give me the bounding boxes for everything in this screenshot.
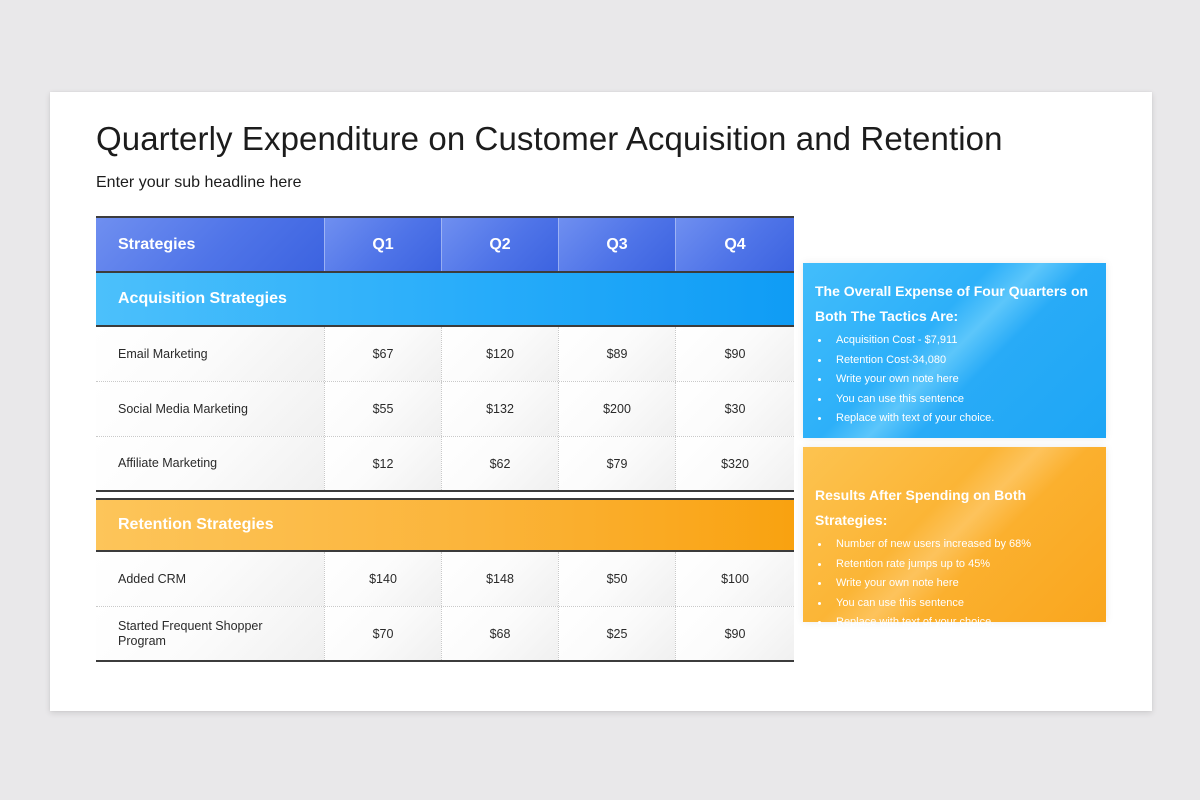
- cell-q2: $132: [442, 382, 559, 436]
- cell-q3: $79: [559, 437, 676, 490]
- table-row: Affiliate Marketing $12 $62 $79 $320: [96, 437, 794, 492]
- header-q2: Q2: [442, 218, 559, 271]
- table-row: Email Marketing $67 $120 $89 $90: [96, 327, 794, 382]
- cell-q3: $25: [559, 607, 676, 660]
- cell-q2: $68: [442, 607, 559, 660]
- cell-q4: $90: [676, 327, 794, 381]
- row-label: Social Media Marketing: [96, 382, 325, 436]
- header-strategies: Strategies: [96, 218, 325, 271]
- overall-expense-box: The Overall Expense of Four Quarters on …: [803, 263, 1106, 438]
- cell-q3: $89: [559, 327, 676, 381]
- overall-expense-list: Acquisition Cost - $7,911 Retention Cost…: [815, 331, 1094, 429]
- cell-q1: $140: [325, 552, 442, 606]
- row-label: Email Marketing: [96, 327, 325, 381]
- list-item: Number of new users increased by 68%: [815, 535, 1094, 555]
- results-list: Number of new users increased by 68% Ret…: [815, 535, 1094, 633]
- results-heading: Results After Spending on Both Strategie…: [815, 487, 1027, 528]
- row-label: Added CRM: [96, 552, 325, 606]
- list-item: Retention Cost-34,080: [815, 351, 1094, 371]
- list-item: You can use this sentence: [815, 594, 1094, 614]
- cell-q2: $62: [442, 437, 559, 490]
- cell-q4: $30: [676, 382, 794, 436]
- overall-expense-heading: The Overall Expense of Four Quarters on …: [815, 283, 1089, 324]
- cell-q2: $120: [442, 327, 559, 381]
- section-retention-strategies: Retention Strategies: [96, 498, 794, 552]
- header-q4: Q4: [676, 218, 794, 271]
- header-q1: Q1: [325, 218, 442, 271]
- slide-subtitle: Enter your sub headline here: [96, 174, 302, 191]
- list-item: You can use this sentence: [815, 390, 1094, 410]
- cell-q2: $148: [442, 552, 559, 606]
- cell-q3: $50: [559, 552, 676, 606]
- table-header-row: Strategies Q1 Q2 Q3 Q4: [96, 216, 794, 273]
- section-acquisition-strategies: Acquisition Strategies: [96, 273, 794, 327]
- expenditure-table: Strategies Q1 Q2 Q3 Q4 Acquisition Strat…: [96, 216, 794, 662]
- list-item: Replace with text of your choice.: [815, 409, 1094, 429]
- results-box: Results After Spending on Both Strategie…: [803, 447, 1106, 628]
- table-row: Added CRM $140 $148 $50 $100: [96, 552, 794, 607]
- list-item: Write your own note here: [815, 370, 1094, 390]
- cell-q4: $90: [676, 607, 794, 660]
- cell-q1: $70: [325, 607, 442, 660]
- cell-q4: $100: [676, 552, 794, 606]
- list-item: Retention rate jumps up to 45%: [815, 555, 1094, 575]
- slide-title: Quarterly Expenditure on Customer Acquis…: [96, 120, 1003, 157]
- row-label: Started Frequent Shopper Program: [96, 607, 325, 660]
- cell-q4: $320: [676, 437, 794, 490]
- table-row: Social Media Marketing $55 $132 $200 $30: [96, 382, 794, 437]
- header-q3: Q3: [559, 218, 676, 271]
- cell-q1: $55: [325, 382, 442, 436]
- list-item: Acquisition Cost - $7,911: [815, 331, 1094, 351]
- cell-q1: $67: [325, 327, 442, 381]
- table-row: Started Frequent Shopper Program $70 $68…: [96, 607, 794, 662]
- cell-q3: $200: [559, 382, 676, 436]
- list-item: Write your own note here: [815, 574, 1094, 594]
- slide: Quarterly Expenditure on Customer Acquis…: [50, 92, 1152, 711]
- list-item: Replace with text of your choice.: [815, 613, 1094, 633]
- cell-q1: $12: [325, 437, 442, 490]
- row-label: Affiliate Marketing: [96, 437, 325, 490]
